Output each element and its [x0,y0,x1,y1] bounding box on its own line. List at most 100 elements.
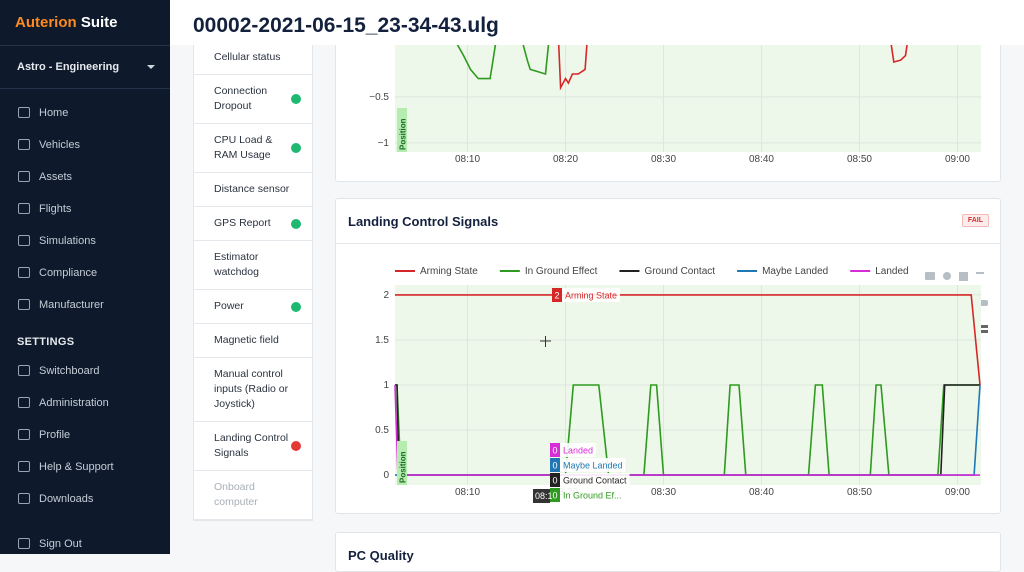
legend-label: In Ground Effect [525,266,598,277]
chart: Position [395,45,981,152]
legend-label: Ground Contact [644,266,715,277]
check-label: Connection Dropout [214,85,268,112]
nav-item[interactable]: Compliance [0,264,170,284]
nav-item[interactable]: Administration [0,394,170,414]
check-label: Estimator watchdog [214,251,259,278]
region-label-bg [397,441,407,485]
status-dot [291,441,301,451]
product: Suite [80,14,118,31]
x-tick-label: 08:40 [749,487,774,498]
nav-icon [18,397,30,408]
check-item[interactable]: Onboard computer [194,471,312,520]
nav-item[interactable]: Manufacturer [0,296,170,316]
status-dot [291,301,301,312]
check-label: Onboard computer [214,481,258,508]
header: 00002-2021-06-15_23-34-43.ulg [170,0,1024,45]
y-tick-label: −1 [378,138,390,149]
hover-box [560,443,597,457]
check-item[interactable]: Cellular status [194,41,312,75]
hover-box [560,458,626,472]
nav-icon [18,493,30,504]
check-item[interactable]: CPU Load & RAM Usage [194,124,312,173]
x-tick-label: 09:00 [945,154,970,165]
nav-label: Administration [39,397,109,409]
hover-box [560,488,625,502]
region-label: Position [399,451,408,483]
section-title: SETTINGS [17,336,75,348]
x-tick-label: 08:50 [847,154,872,165]
org-selector[interactable]: Astro - Engineering [17,61,120,73]
y-tick-label: 1.5 [375,335,389,346]
nav-icon [18,429,30,440]
nav-label: Manufacturer [39,299,104,311]
nav-label: Switchboard [39,365,100,377]
x-tick-label: 08:10 [455,487,480,498]
nav-item[interactable]: Help & Support [0,458,170,478]
x-tick-label: 08:30 [651,154,676,165]
page-title: 00002-2021-06-15_23-34-43.ulg [193,14,499,37]
nav-label: Simulations [39,235,96,247]
check-label: Power [214,300,244,312]
hover-badge [550,488,560,502]
nav-icon [18,203,30,214]
hover-name: In Ground Ef... [563,491,622,501]
legend-label: Arming State [420,266,478,277]
nav-icon [18,107,30,118]
sidebar: Auterion Suite Astro - Engineering SETTI… [0,0,170,554]
check-label: Manual control inputs (Radio or Joystick… [214,368,289,410]
region-label: Position [399,118,408,150]
x-tick-label: 08:40 [749,154,774,165]
nav-label: Vehicles [39,139,80,151]
hover-x-label: 08:1 [535,491,553,501]
nav-item[interactable]: Assets [0,168,170,188]
brand: Auterion [15,14,77,31]
series-line [456,45,497,80]
y-tick-label: 1 [383,380,389,391]
nav-item[interactable]: Downloads [0,490,170,510]
check-item[interactable]: Distance sensor [194,173,312,207]
y-tick-label: 0 [383,470,389,481]
status-dot [291,218,301,229]
check-item[interactable]: Magnetic field [194,324,312,358]
hover-badge [550,458,560,472]
x-tick-label: 08:30 [651,487,676,498]
logo[interactable]: Auterion Suite [15,14,118,31]
divider [0,88,170,89]
card-title: Landing Control Signals [348,214,499,229]
check-label: GPS Report [214,217,271,229]
hover-value: 0 [552,461,557,471]
nav-item[interactable]: Profile [0,426,170,446]
nav-item[interactable]: Vehicles [0,136,170,156]
check-item[interactable]: GPS Report [194,207,312,241]
nav-icon [18,267,30,278]
hover-badge [552,288,562,302]
region-label-bg [397,108,407,152]
x-tick-label: 08:10 [455,154,480,165]
nav-item[interactable]: Home [0,104,170,124]
nav-item[interactable]: Switchboard [0,362,170,382]
nav-item[interactable]: Sign Out [0,535,170,555]
check-item[interactable]: Estimator watchdog [194,241,312,290]
nav-label: Home [39,107,69,119]
status-dot [291,94,301,104]
nav-label: Profile [39,429,71,441]
check-label: Landing Control Signals [214,432,289,459]
check-item[interactable]: Power [194,290,312,324]
series-line [890,45,908,64]
hover-x-box [533,489,550,503]
x-tick-label: 08:50 [847,487,872,498]
check-item[interactable]: Landing Control Signals [194,422,312,471]
nav-item[interactable]: Flights [0,200,170,220]
check-label: CPU Load & RAM Usage [214,134,273,161]
nav-icon [18,171,30,182]
nav-label: Downloads [39,493,94,505]
hover-badge [550,443,560,457]
check-item[interactable]: Manual control inputs (Radio or Joystick… [194,358,312,422]
legend-label: Maybe Landed [762,266,828,277]
divider [0,45,170,46]
series-line [395,384,980,476]
check-item[interactable]: Connection Dropout [194,75,312,124]
hover-value: 0 [552,446,557,456]
nav-item[interactable]: Simulations [0,232,170,252]
